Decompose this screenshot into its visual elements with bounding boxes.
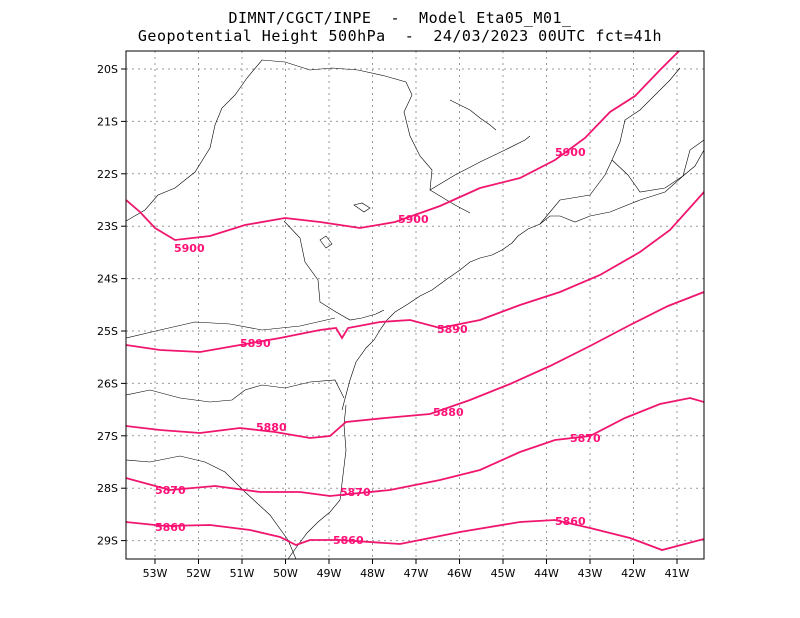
lake bbox=[319, 235, 333, 249]
map-frame bbox=[125, 50, 705, 560]
lat-label: 24S bbox=[97, 273, 118, 286]
contour-5860 bbox=[126, 519, 704, 551]
lon-label: 52W bbox=[186, 567, 211, 580]
contour-label: 5900 bbox=[174, 242, 205, 255]
lon-label: 42W bbox=[621, 567, 646, 580]
lon-label: 45W bbox=[491, 567, 516, 580]
contour-label: 5890 bbox=[240, 337, 271, 350]
lon-label: 46W bbox=[447, 567, 472, 580]
lat-label: 27S bbox=[97, 430, 118, 443]
contour-label: 5860 bbox=[555, 515, 586, 528]
lat-label: 28S bbox=[97, 482, 118, 495]
contour-label: 5870 bbox=[155, 484, 186, 497]
lon-label: 44W bbox=[534, 567, 559, 580]
contour-label: 5880 bbox=[256, 421, 287, 434]
lon-label: 41W bbox=[665, 567, 690, 580]
contour-5870 bbox=[126, 397, 704, 497]
contour-labels: 5900 5900 5900 5890 5890 5880 5880 5870 … bbox=[155, 146, 601, 547]
lon-label: 49W bbox=[317, 567, 342, 580]
contour-label: 5870 bbox=[570, 432, 601, 445]
contour-label: 5860 bbox=[155, 521, 186, 534]
lat-label: 23S bbox=[97, 220, 118, 233]
contour-label: 5870 bbox=[340, 486, 371, 499]
lon-label: 50W bbox=[273, 567, 298, 580]
contour-5900 bbox=[126, 51, 681, 241]
lat-label: 20S bbox=[97, 63, 118, 76]
state-border bbox=[611, 139, 704, 193]
contour-label: 5890 bbox=[437, 323, 468, 336]
lat-label: 26S bbox=[97, 377, 118, 390]
lake bbox=[353, 202, 371, 213]
lat-label: 21S bbox=[97, 115, 118, 128]
state-border bbox=[126, 379, 345, 403]
contour-5890 bbox=[126, 191, 704, 353]
contour-label: 5880 bbox=[433, 406, 464, 419]
lon-label: 48W bbox=[360, 567, 385, 580]
lon-label: 53W bbox=[143, 567, 168, 580]
map-title-line-2: Geopotential Height 500hPa - 24/03/2023 … bbox=[137, 27, 663, 45]
contour-label: 5900 bbox=[555, 146, 586, 159]
contour-label: 5860 bbox=[333, 534, 364, 547]
contour-label: 5900 bbox=[398, 213, 429, 226]
lat-label: 25S bbox=[97, 325, 118, 338]
lon-label: 43W bbox=[578, 567, 603, 580]
coastline-south bbox=[287, 404, 347, 559]
state-border bbox=[126, 455, 297, 559]
state-border bbox=[539, 67, 681, 225]
state-border bbox=[126, 59, 471, 222]
lat-label: 29S bbox=[97, 535, 118, 548]
coastline bbox=[341, 149, 704, 411]
state-border bbox=[126, 317, 336, 339]
lon-label: 47W bbox=[404, 567, 429, 580]
contour-5880 bbox=[126, 291, 704, 439]
coastline-and-borders bbox=[126, 59, 704, 559]
axis-ticks: 53W 52W 51W 50W 49W 48W 47W 46W 45W 44W 43W 42W 41W 2… bbox=[97, 63, 690, 580]
height-contours bbox=[126, 51, 704, 551]
lake bbox=[449, 99, 497, 131]
lat-label: 22S bbox=[97, 168, 118, 181]
state-border bbox=[429, 135, 531, 191]
lat-lon-grid bbox=[126, 51, 704, 559]
lon-label: 51W bbox=[230, 567, 255, 580]
map-title-line-1: DIMNT/CGCT/INPE - Model Eta05_M01_ bbox=[228, 9, 572, 27]
state-border bbox=[283, 220, 385, 321]
